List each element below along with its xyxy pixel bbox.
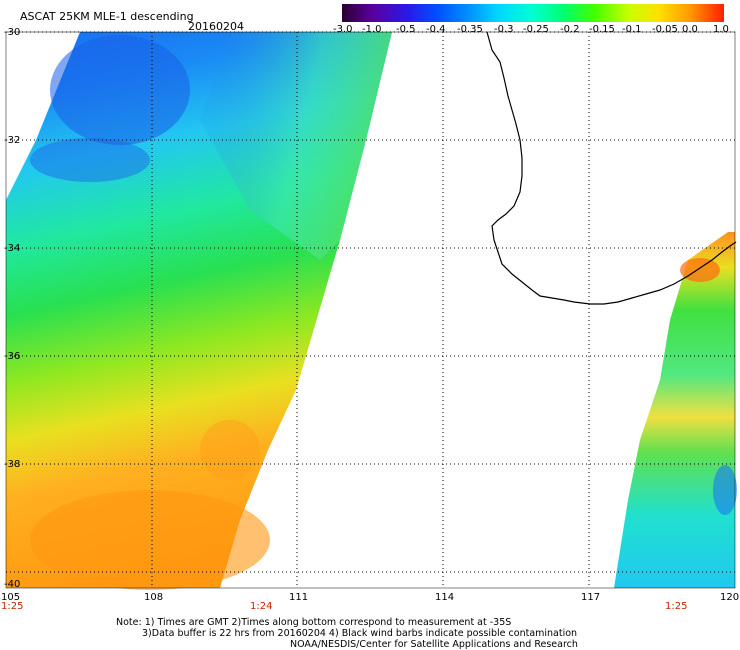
east-swath-blue-spot: [713, 465, 737, 515]
time-label-0: 1:25: [1, 601, 24, 612]
lon-label-1: 108: [144, 592, 164, 603]
colorbar-label-7: -0.2: [560, 24, 580, 35]
lat-label-4: -38: [4, 459, 21, 470]
east-swath-orange-spot: [680, 258, 720, 282]
lon-label-3: 114: [435, 592, 455, 603]
east-swath: [614, 232, 735, 588]
west-swath-ne-overlay: [200, 32, 392, 260]
note-line-1: Note: 1) Times are GMT 2)Times along bot…: [116, 617, 512, 628]
colorbar-label-1: -1.0: [362, 24, 382, 35]
note-line-2: 3)Data buffer is 22 hrs from 20160204 4)…: [142, 628, 578, 639]
coastline: [486, 31, 737, 305]
colorbar-label-9: -0.1: [622, 24, 642, 35]
product-title: ASCAT 25KM MLE-1 descending: [20, 10, 194, 23]
colorbar-gradient: [342, 4, 724, 22]
map-border: [5, 31, 736, 589]
colorbar-label-12: 1.0: [713, 24, 729, 35]
lon-label-5: 120: [720, 592, 740, 603]
lat-label-1: -32: [4, 135, 21, 146]
lat-label-0: -30: [4, 27, 21, 38]
lon-label-0: 105: [1, 592, 21, 603]
lat-label-5: -40: [4, 579, 21, 590]
colorbar: [342, 4, 724, 22]
time-label-1: 1:24: [250, 601, 273, 612]
west-swath-blue-band: [30, 138, 150, 182]
colorbar-label-2: -0.5: [396, 24, 416, 35]
lon-label-2: 111: [289, 592, 309, 603]
colorbar-label-11: 0.0: [682, 24, 698, 35]
colorbar-label-8: -0.15: [589, 24, 615, 35]
lon-label-4: 117: [581, 592, 601, 603]
colorbar-label-4: -0.35: [457, 24, 483, 35]
colorbar-label-5: -0.3: [494, 24, 514, 35]
product-date: 20160204: [188, 20, 244, 33]
colorbar-label-0: -3.0: [333, 24, 353, 35]
note-line-3: NOAA/NESDIS/Center for Satellite Applica…: [290, 639, 578, 650]
west-swath-orange-patch: [30, 490, 270, 590]
colorbar-label-10: -0.05: [652, 24, 678, 35]
colorbar-label-6: -0.25: [523, 24, 549, 35]
lat-label-3: -36: [4, 351, 21, 362]
time-label-2: 1:25: [665, 601, 688, 612]
colorbar-label-3: -0.4: [426, 24, 446, 35]
west-swath-blue-patch: [50, 35, 190, 145]
west-swath-orange-spot: [200, 420, 260, 480]
lat-label-2: -34: [4, 243, 21, 254]
